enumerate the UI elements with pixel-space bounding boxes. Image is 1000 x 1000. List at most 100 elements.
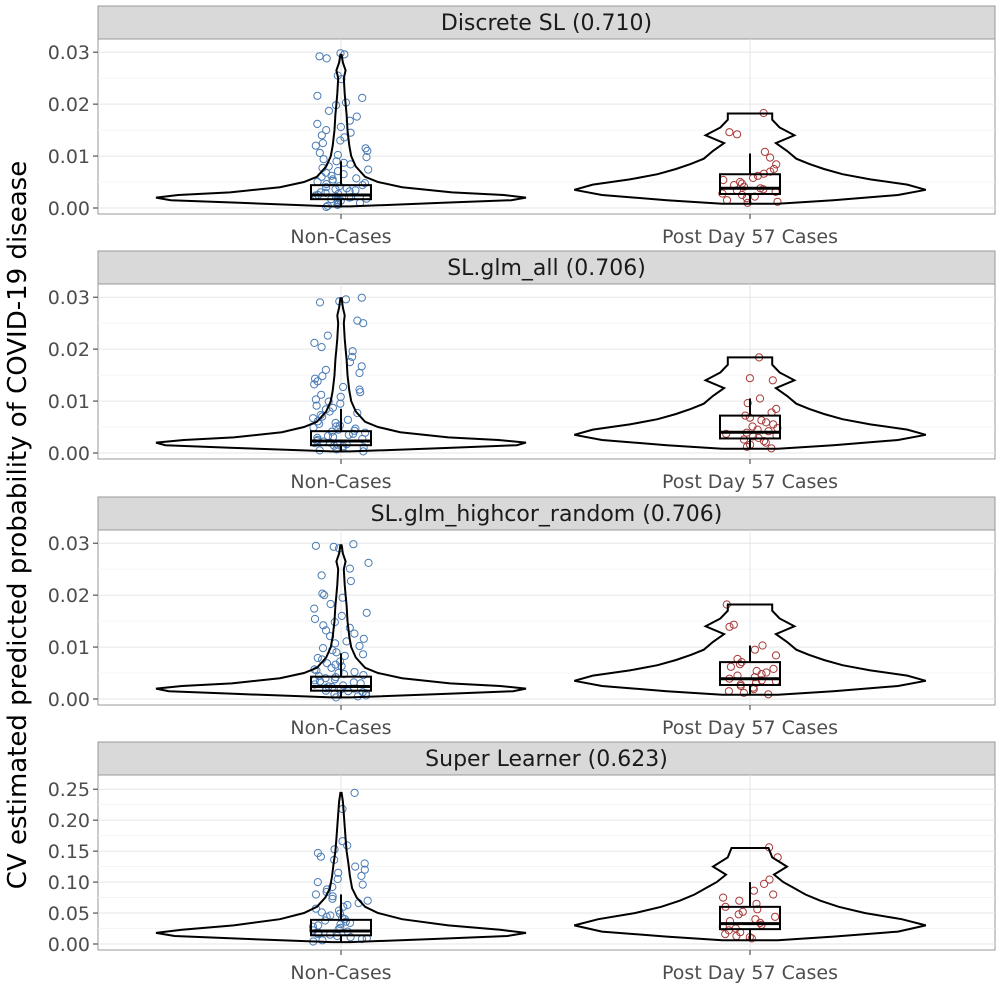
box-iqr	[310, 675, 372, 692]
data-point	[750, 673, 759, 682]
facet-title: SL.glm_highcor_random (0.706)	[371, 502, 723, 527]
plot-panel	[97, 283, 996, 460]
data-point	[322, 659, 332, 668]
y-tick-label: 0.00	[48, 198, 90, 220]
data-point	[326, 599, 335, 609]
data-point	[360, 859, 369, 868]
data-point	[734, 910, 743, 919]
data-point	[319, 155, 328, 164]
x-tick-label: Post Day 57 Cases	[662, 471, 838, 493]
data-point	[317, 343, 326, 352]
data-point	[729, 620, 738, 629]
data-point	[317, 908, 326, 917]
box-iqr	[719, 414, 781, 440]
data-point	[321, 684, 331, 693]
data-point	[355, 641, 364, 651]
data-point	[358, 880, 367, 889]
data-point	[769, 664, 778, 674]
violin-shape	[155, 791, 527, 944]
data-point	[356, 388, 365, 397]
data-point	[733, 130, 742, 139]
violin-shape	[574, 847, 927, 942]
x-tick-label: Non-Cases	[290, 226, 391, 248]
data-point	[358, 434, 367, 444]
y-tick-label: 0.01	[48, 391, 90, 413]
data-point	[336, 122, 345, 132]
y-tick-label: 0.25	[48, 779, 90, 801]
data-point	[766, 153, 775, 162]
x-tick-label: Post Day 57 Cases	[662, 717, 838, 739]
facet-strip	[97, 250, 996, 285]
data-point	[750, 645, 760, 654]
y-tick-label: 0.02	[48, 585, 90, 607]
data-point	[311, 374, 320, 383]
facet-panel: SL.glm_highcor_random (0.706) 0.00 0.01 0.0…	[48, 496, 996, 739]
data-point	[312, 401, 321, 410]
y-tick-label: 0.03	[48, 42, 90, 64]
data-point	[772, 160, 781, 169]
data-point	[735, 660, 745, 669]
data-point	[364, 165, 373, 174]
y-tick-label: 0.00	[48, 934, 90, 956]
data-point	[331, 418, 340, 427]
data-point	[323, 331, 332, 340]
data-point	[739, 182, 749, 191]
x-tick-label: Non-Cases	[290, 717, 391, 739]
data-point	[314, 928, 323, 938]
data-point	[335, 421, 344, 430]
data-point	[311, 395, 320, 404]
data-point	[311, 541, 320, 550]
data-point	[350, 629, 359, 638]
data-point	[362, 608, 371, 617]
data-point	[333, 150, 342, 160]
y-tick-label: 0.00	[48, 689, 90, 711]
data-point	[332, 192, 341, 201]
data-point	[350, 667, 359, 677]
data-point	[348, 347, 357, 356]
violin-shape	[574, 603, 927, 696]
data-point	[755, 394, 765, 403]
data-point	[753, 171, 763, 180]
y-tick-label: 0.10	[48, 872, 90, 894]
data-point	[329, 542, 338, 551]
data-point	[336, 399, 345, 408]
y-axis-title: CV estimated predicted probability of CO…	[3, 161, 33, 889]
violin-shape	[155, 544, 527, 699]
box-iqr	[310, 430, 372, 447]
data-point	[743, 399, 752, 408]
data-point	[345, 623, 354, 632]
data-point	[322, 126, 331, 135]
data-point	[364, 558, 373, 568]
data-point	[324, 106, 333, 116]
data-point	[360, 179, 369, 188]
y-tick-label: 0.01	[48, 637, 90, 659]
data-point	[313, 119, 322, 129]
data-point	[725, 622, 734, 631]
data-point	[739, 435, 749, 444]
data-point	[319, 621, 328, 630]
data-point	[339, 382, 348, 392]
data-point	[317, 131, 326, 140]
data-point	[361, 144, 370, 153]
facet-panel: SL.glm_all (0.706) 0.00 0.01 0.02 0.03 Non-Ca…	[48, 250, 996, 493]
data-point	[322, 54, 331, 63]
data-point	[760, 147, 770, 156]
data-point	[348, 352, 357, 361]
data-point	[721, 930, 730, 939]
y-tick-label: 0.20	[48, 810, 90, 832]
data-point	[327, 171, 336, 180]
data-point	[341, 917, 350, 926]
data-point	[328, 882, 337, 892]
x-tick-label: Non-Cases	[290, 471, 391, 493]
data-point	[360, 865, 369, 874]
data-point	[771, 912, 780, 921]
data-point	[318, 644, 328, 653]
violin-shape	[155, 297, 527, 453]
box-iqr	[719, 661, 781, 686]
data-point	[358, 93, 367, 103]
data-point	[313, 653, 322, 663]
data-point	[352, 112, 361, 121]
data-point	[359, 650, 368, 659]
data-point	[310, 380, 319, 389]
